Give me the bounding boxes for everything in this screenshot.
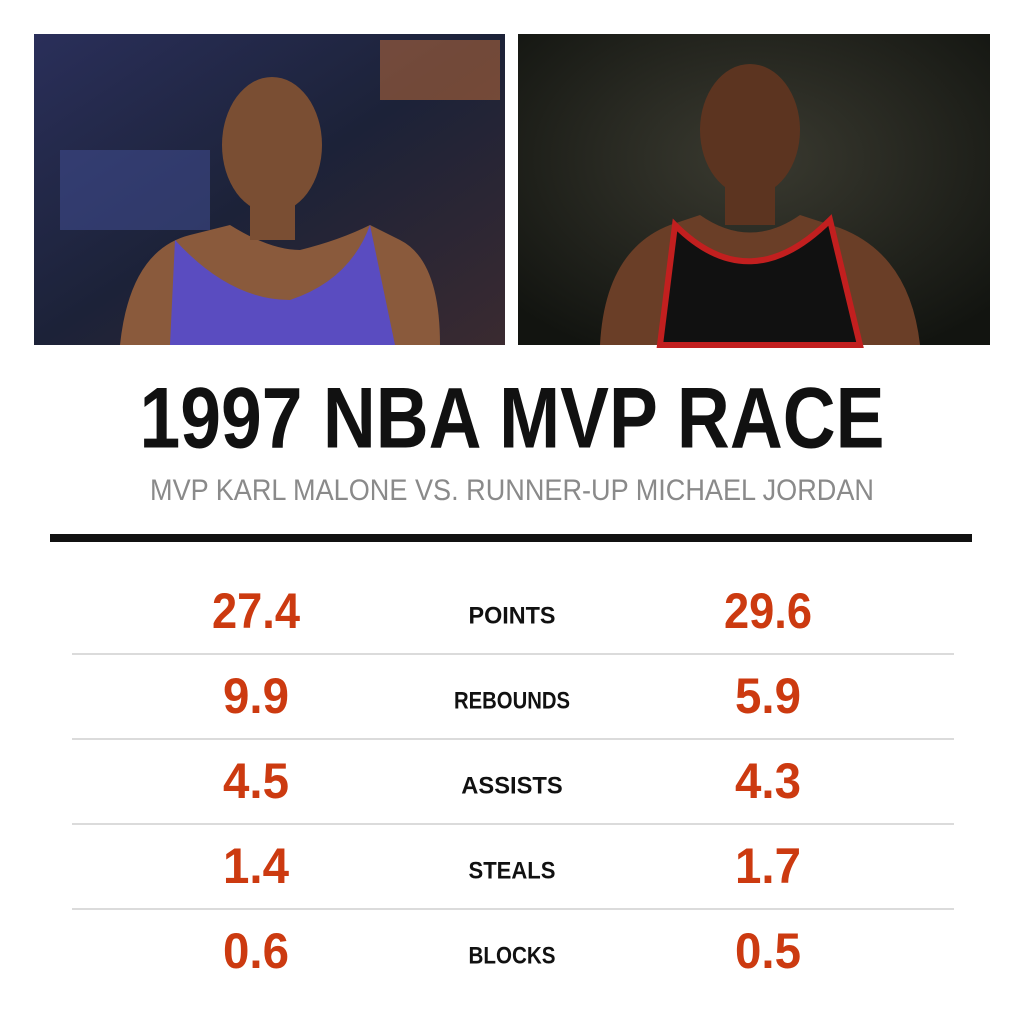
left-value: 27.4 bbox=[212, 583, 300, 639]
stat-label: ASSISTS bbox=[461, 772, 563, 799]
left-value: 4.5 bbox=[223, 753, 289, 809]
stat-label: POINTS bbox=[469, 602, 556, 629]
left-photo bbox=[34, 34, 505, 345]
right-value: 4.3 bbox=[735, 753, 801, 809]
right-value: 0.5 bbox=[735, 923, 801, 979]
stat-table: 27.4 POINTS 29.6 9.9 REBOUNDS 5.9 4.5 ASSISTS 4.… bbox=[72, 583, 954, 979]
left-value: 1.4 bbox=[223, 838, 289, 894]
right-photo bbox=[518, 34, 990, 348]
right-value: 5.9 bbox=[735, 668, 801, 724]
right-value: 29.6 bbox=[724, 583, 812, 639]
subtitle: MVP KARL MALONE VS. RUNNER-UP MICHAEL JO… bbox=[150, 474, 874, 507]
header-rule bbox=[50, 534, 972, 542]
title: 1997 NBA MVP RACE bbox=[140, 371, 885, 467]
stat-label: REBOUNDS bbox=[454, 687, 570, 714]
left-value: 9.9 bbox=[223, 668, 289, 724]
right-value: 1.7 bbox=[735, 838, 801, 894]
left-value: 0.6 bbox=[223, 923, 289, 979]
stat-label: BLOCKS bbox=[469, 942, 556, 969]
stat-label: STEALS bbox=[469, 857, 556, 884]
